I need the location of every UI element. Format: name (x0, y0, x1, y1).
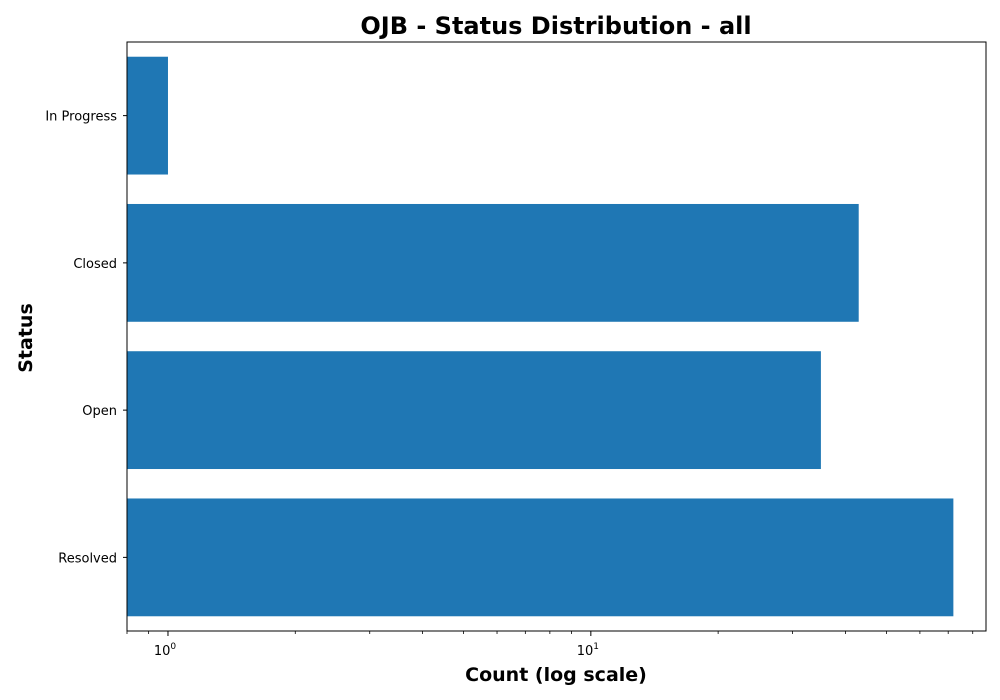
y-tick-label: In Progress (45, 110, 117, 125)
y-tick-label: Resolved (58, 551, 117, 566)
bar-in-progress (127, 56, 168, 175)
y-tick-label: Open (82, 404, 117, 419)
chart-title: OJB - Status Distribution - all (360, 12, 751, 40)
x-tick-label: 100 (154, 642, 177, 659)
y-tick-label: Closed (73, 257, 117, 272)
y-axis-label: Status (15, 303, 37, 373)
bar-closed (127, 203, 859, 322)
plot-frame (126, 41, 987, 632)
x-tick-label: 101 (577, 642, 599, 659)
x-ticks: 100 101 (126, 631, 974, 659)
bars-layer (127, 56, 954, 617)
y-ticks: In Progress Closed Open Resolved (45, 110, 127, 566)
bar-resolved (127, 498, 954, 617)
x-axis-label: Count (log scale) (465, 664, 647, 686)
bar-open (127, 351, 821, 470)
